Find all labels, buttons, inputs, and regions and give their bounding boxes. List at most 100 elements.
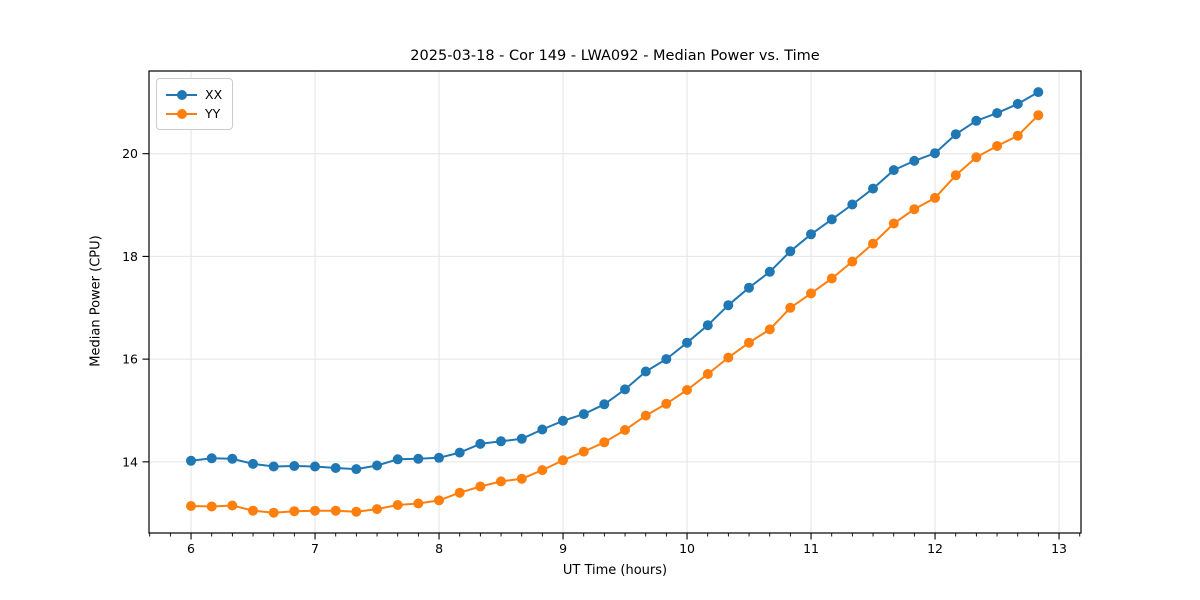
data-point-marker xyxy=(640,366,651,377)
legend: XX YY xyxy=(156,78,234,130)
data-point-marker xyxy=(661,398,672,409)
legend-label: XX xyxy=(205,87,223,102)
data-point-marker xyxy=(930,148,940,159)
y-axis: 14 16 18 20 xyxy=(122,146,149,469)
x-tick-label: 10 xyxy=(679,541,695,556)
x-tick-label: 12 xyxy=(927,541,943,556)
data-point-marker xyxy=(826,214,837,225)
data-point-marker xyxy=(868,183,878,194)
data-point-marker xyxy=(206,501,217,512)
data-point-marker xyxy=(289,461,300,471)
data-point-marker xyxy=(723,300,734,311)
data-point-marker xyxy=(578,409,589,420)
data-point-marker xyxy=(558,455,568,466)
data-point-marker xyxy=(330,505,341,516)
data-point-marker xyxy=(227,500,238,511)
data-point-marker xyxy=(826,273,837,284)
data-point-marker xyxy=(496,476,506,487)
data-point-marker xyxy=(268,507,279,518)
series-yy xyxy=(186,110,1044,518)
legend-item-yy: YY xyxy=(166,105,222,122)
data-point-marker xyxy=(330,463,341,473)
data-point-marker xyxy=(950,170,961,181)
data-point-marker xyxy=(950,129,961,140)
data-point-marker xyxy=(413,498,424,509)
data-point-marker xyxy=(434,452,444,463)
y-axis-label: Median Power (CPU) xyxy=(88,235,104,367)
data-point-marker xyxy=(475,481,486,492)
data-point-marker xyxy=(702,320,713,331)
data-point-marker xyxy=(1033,110,1044,121)
legend-line-marker-icon xyxy=(166,89,197,100)
data-point-marker xyxy=(248,458,258,469)
data-point-marker xyxy=(496,436,506,447)
data-point-marker xyxy=(723,352,734,363)
legend-item-xx: XX xyxy=(166,86,222,103)
x-axis: 6 7 8 9 10 11 12 13 xyxy=(187,533,1067,556)
data-point-marker xyxy=(454,487,465,498)
data-point-marker xyxy=(868,238,878,249)
data-point-marker xyxy=(930,192,940,203)
data-point-marker xyxy=(372,460,382,471)
data-point-marker xyxy=(454,447,465,458)
legend-line-marker-icon xyxy=(166,108,197,119)
data-point-marker xyxy=(744,282,754,293)
data-point-marker xyxy=(661,354,672,365)
data-point-marker xyxy=(888,218,899,229)
data-point-marker xyxy=(558,415,568,426)
data-point-marker xyxy=(971,152,982,163)
plot-border xyxy=(148,70,1082,534)
data-point-marker xyxy=(785,302,796,313)
data-point-marker xyxy=(516,473,527,484)
data-point-marker xyxy=(971,115,982,126)
data-point-marker xyxy=(702,369,713,379)
data-point-marker xyxy=(578,446,589,457)
x-tick-label: 7 xyxy=(311,541,319,556)
data-point-marker xyxy=(620,425,630,435)
data-point-marker xyxy=(392,500,403,510)
data-point-marker xyxy=(206,453,217,464)
data-point-marker xyxy=(268,461,279,472)
data-point-marker xyxy=(847,256,858,267)
data-point-marker xyxy=(351,506,362,517)
data-point-marker xyxy=(992,141,1003,151)
series-line xyxy=(190,91,1040,471)
data-point-marker xyxy=(372,504,382,515)
x-tick-label: 13 xyxy=(1051,541,1067,556)
x-minor-ticks xyxy=(149,533,1081,537)
x-tick-label: 9 xyxy=(559,541,567,556)
data-point-marker xyxy=(785,246,796,257)
data-point-marker xyxy=(764,266,775,277)
data-point-marker xyxy=(351,464,362,475)
x-axis-label: UT Time (hours) xyxy=(562,563,668,578)
data-point-marker xyxy=(992,108,1003,119)
data-point-marker xyxy=(186,455,196,466)
data-point-marker xyxy=(475,438,486,449)
chart-title: 2025-03-18 - Cor 149 - LWA092 - Median P… xyxy=(410,48,820,64)
data-point-marker xyxy=(537,424,548,435)
y-tick-label: 18 xyxy=(122,249,138,264)
data-point-marker xyxy=(909,155,920,166)
data-point-marker xyxy=(847,199,858,210)
data-point-marker xyxy=(1012,98,1023,109)
y-tick-label: 20 xyxy=(122,146,138,161)
data-point-marker xyxy=(682,385,692,395)
data-point-marker xyxy=(599,437,610,448)
data-point-marker xyxy=(640,410,651,421)
data-point-marker xyxy=(1033,87,1044,98)
data-point-marker xyxy=(310,505,320,516)
data-point-marker xyxy=(227,453,238,464)
data-point-marker xyxy=(289,506,300,517)
x-tick-label: 8 xyxy=(435,541,443,556)
data-point-marker xyxy=(806,288,816,299)
gridlines xyxy=(149,71,1081,533)
data-point-marker xyxy=(599,399,610,410)
data-point-marker xyxy=(620,384,630,395)
data-point-marker xyxy=(516,433,527,444)
y-tick-label: 16 xyxy=(122,352,138,367)
data-point-marker xyxy=(310,461,320,472)
data-point-marker xyxy=(909,204,920,215)
legend-dot-icon xyxy=(176,108,187,119)
